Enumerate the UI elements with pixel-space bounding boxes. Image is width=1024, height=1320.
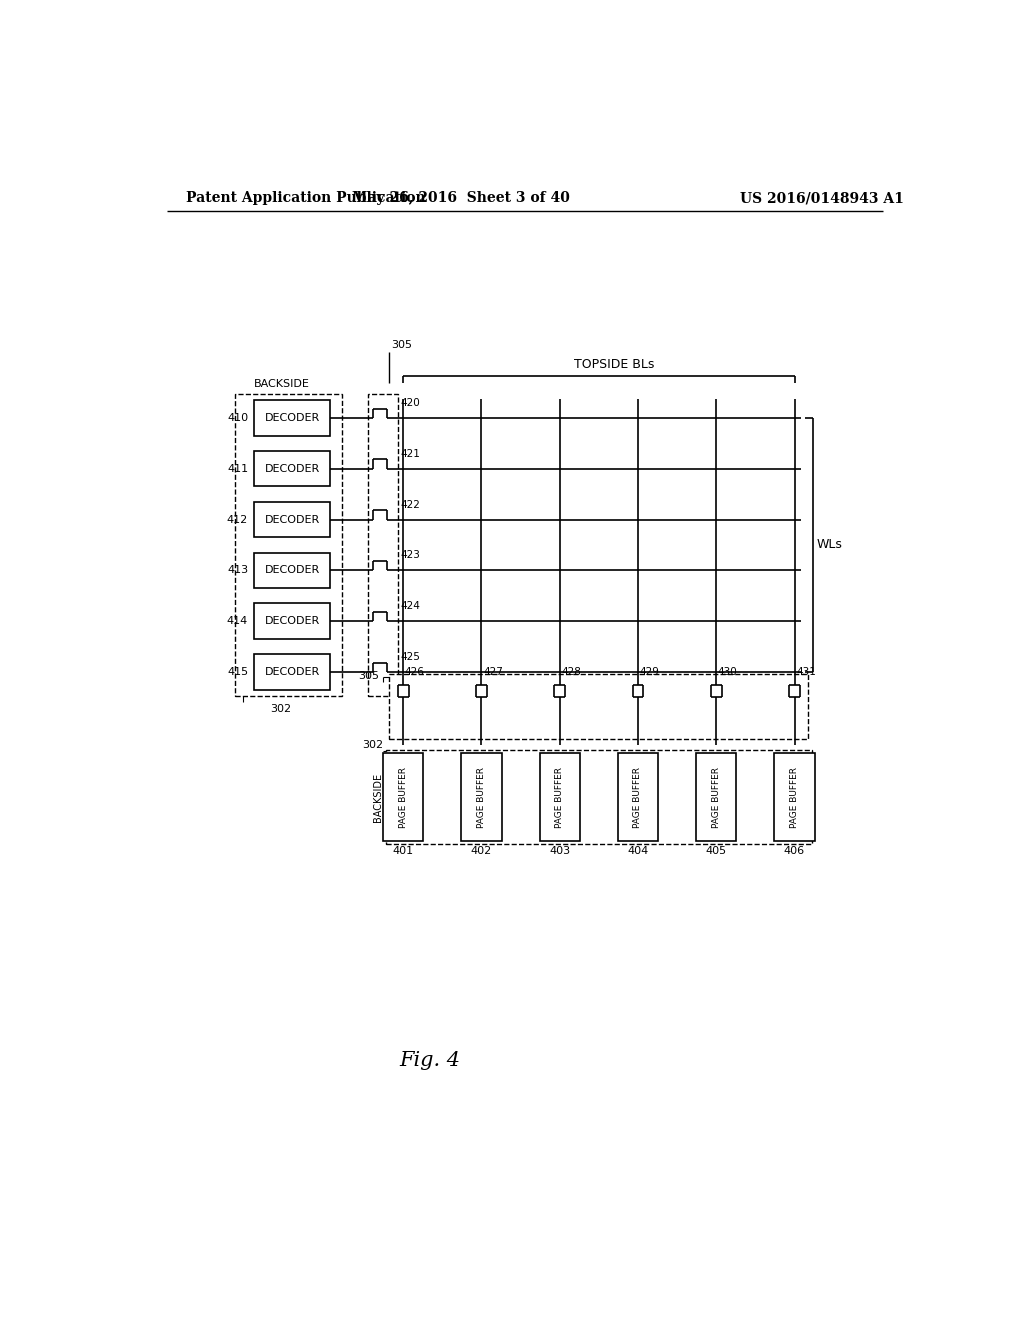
Text: 403: 403 [549, 846, 570, 855]
Text: May 26, 2016  Sheet 3 of 40: May 26, 2016 Sheet 3 of 40 [352, 191, 570, 206]
Text: 402: 402 [471, 846, 492, 855]
Text: PAGE BUFFER: PAGE BUFFER [477, 767, 486, 828]
Text: PAGE BUFFER: PAGE BUFFER [790, 767, 799, 828]
Bar [617, 752, 658, 841]
Bar [696, 752, 736, 841]
Text: 305: 305 [358, 671, 379, 681]
Text: 305: 305 [391, 341, 413, 350]
Text: 426: 426 [404, 668, 425, 677]
Bar [386, 750, 812, 845]
Text: 424: 424 [400, 601, 420, 611]
Text: DECODER: DECODER [264, 413, 319, 422]
Text: PAGE BUFFER: PAGE BUFFER [712, 767, 721, 828]
Text: TOPSIDE BLs: TOPSIDE BLs [574, 358, 654, 371]
Text: BACKSIDE: BACKSIDE [373, 772, 383, 821]
Text: 405: 405 [706, 846, 727, 855]
Bar [254, 502, 331, 537]
Text: US 2016/0148943 A1: US 2016/0148943 A1 [740, 191, 904, 206]
Bar [254, 451, 331, 487]
Text: 431: 431 [796, 668, 816, 677]
Text: 423: 423 [400, 550, 420, 561]
Text: 420: 420 [400, 397, 420, 408]
Text: WLs: WLs [816, 539, 842, 552]
Bar [254, 603, 331, 639]
Text: Fig. 4: Fig. 4 [399, 1051, 461, 1071]
Text: 302: 302 [270, 704, 291, 714]
Bar [389, 675, 809, 739]
Text: 413: 413 [227, 565, 248, 576]
Text: DECODER: DECODER [264, 565, 319, 576]
Bar [540, 752, 580, 841]
Text: 406: 406 [784, 846, 805, 855]
Bar [254, 553, 331, 589]
Text: 422: 422 [400, 499, 420, 510]
Text: 430: 430 [718, 668, 737, 677]
Text: PAGE BUFFER: PAGE BUFFER [555, 767, 564, 828]
Text: 421: 421 [400, 449, 420, 459]
Text: PAGE BUFFER: PAGE BUFFER [634, 767, 642, 828]
Bar [774, 752, 815, 841]
Text: 415: 415 [227, 667, 248, 677]
Text: 410: 410 [227, 413, 248, 422]
Text: 425: 425 [400, 652, 420, 663]
Bar [234, 395, 342, 696]
Bar [369, 395, 397, 696]
Text: 429: 429 [640, 668, 659, 677]
Text: 414: 414 [227, 616, 248, 626]
Text: PAGE BUFFER: PAGE BUFFER [398, 767, 408, 828]
Bar [383, 752, 423, 841]
Text: 404: 404 [628, 846, 648, 855]
Text: DECODER: DECODER [264, 515, 319, 524]
Bar [254, 400, 331, 436]
Text: DECODER: DECODER [264, 616, 319, 626]
Bar [254, 655, 331, 689]
Text: BACKSIDE: BACKSIDE [254, 379, 310, 389]
Text: DECODER: DECODER [264, 463, 319, 474]
Text: Patent Application Publication: Patent Application Publication [186, 191, 426, 206]
Bar [461, 752, 502, 841]
Text: DECODER: DECODER [264, 667, 319, 677]
Text: 302: 302 [361, 739, 383, 750]
Text: 411: 411 [227, 463, 248, 474]
Text: 427: 427 [483, 668, 503, 677]
Text: 401: 401 [392, 846, 414, 855]
Text: 412: 412 [227, 515, 248, 524]
Text: 428: 428 [561, 668, 581, 677]
